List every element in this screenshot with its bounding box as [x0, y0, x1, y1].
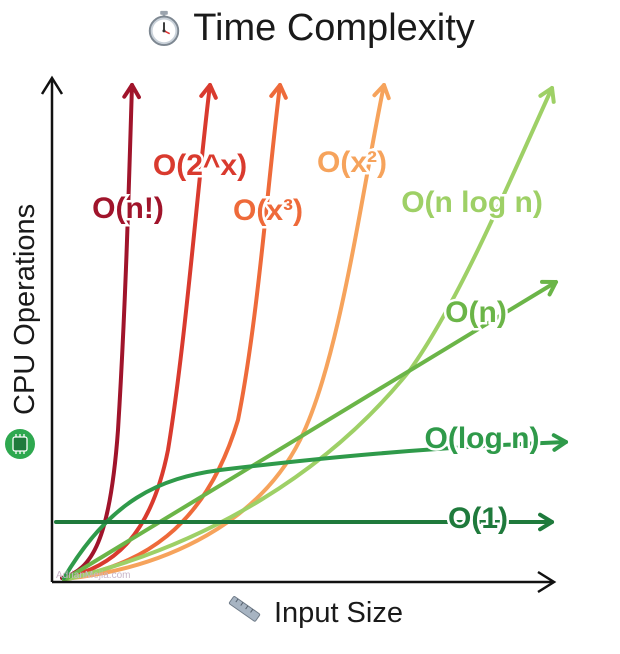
stopwatch-icon [149, 10, 180, 47]
y-axis-arrow [40, 75, 64, 95]
series-label-5: O(n) [445, 296, 507, 329]
x-axis-label: Input Size [274, 597, 403, 629]
chart-title: Time Complexity [193, 6, 475, 49]
series-arrow-5 [540, 279, 558, 297]
series-line-4 [62, 86, 554, 582]
series-label-6: O(log n) [425, 422, 540, 455]
series-label-7: O(1) [448, 502, 508, 535]
series-line-2 [62, 83, 282, 581]
series-arrow-4 [538, 86, 556, 104]
y-axis-label: CPU Operations [9, 204, 41, 415]
series-label-4: O(n log n) [401, 186, 543, 219]
series-line-1 [62, 83, 212, 580]
series-labels: O(n!) O(2^x) O(x³) O(x²) O(n log n) O(n) O(log… [90, 144, 546, 538]
series-arrow-7 [538, 512, 554, 532]
title-area: Time Complexity [0, 0, 620, 56]
series-line-5 [62, 280, 558, 582]
series-group [54, 83, 568, 582]
ruler-icon [228, 596, 261, 622]
series-label-3: O(x²) [317, 146, 387, 179]
series-arrow-1 [199, 83, 218, 100]
watermark: AdrianMejia.com [56, 570, 130, 581]
series-arrow-2 [269, 83, 288, 100]
series-label-1: O(2^x) [153, 149, 247, 182]
series-line-3 [62, 83, 386, 581]
series-line-0 [60, 83, 134, 580]
series-label-0: O(n!) [92, 192, 164, 225]
series-label-2: O(x³) [233, 194, 303, 227]
series-arrow-0 [122, 83, 141, 100]
series-arrow-6 [551, 433, 568, 452]
cpu-chip-icon [5, 429, 35, 459]
x-axis-arrow [537, 570, 557, 594]
series-line-6 [62, 440, 568, 580]
series-arrow-3 [372, 83, 391, 101]
